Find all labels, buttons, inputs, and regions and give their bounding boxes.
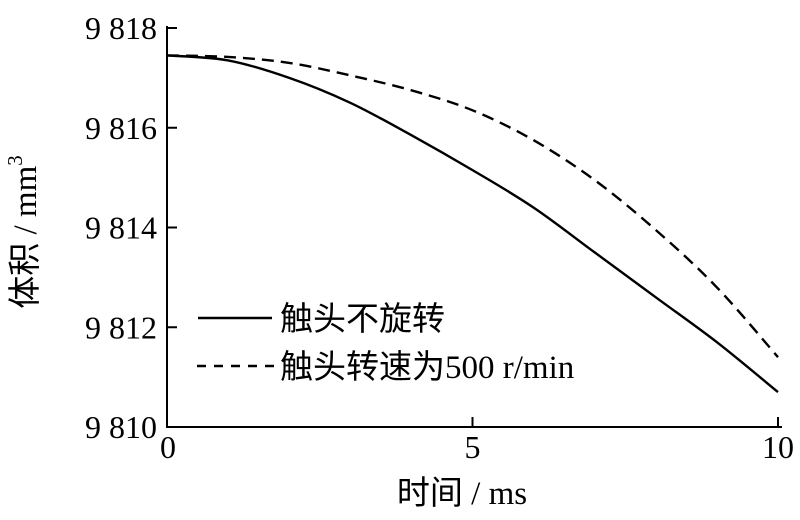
x-axis-label: 时间 / ms	[397, 476, 527, 512]
y-tick-label-9810: 9 810	[85, 409, 157, 445]
legend: 触头不旋转 触头转速为500 r/min	[197, 301, 574, 386]
y-tick-label-9812: 9 812	[85, 310, 157, 346]
y-tick-label-9814: 9 814	[85, 210, 157, 246]
x-tick-label-0: 0	[160, 429, 176, 465]
series-curve-solid	[166, 54, 779, 394]
series-curve-dashed	[166, 54, 779, 358]
y-axis-label: 体积 / mm3	[3, 155, 44, 309]
legend-label-solid: 触头不旋转	[280, 301, 445, 338]
x-tick-label-5: 5	[465, 429, 481, 465]
y-tick-label-9816: 9 816	[85, 110, 157, 146]
y-tick-label-9818: 9 818	[85, 10, 157, 46]
legend-label-dashed: 触头转速为500 r/min	[280, 349, 574, 386]
x-tick-label-10: 10	[762, 429, 794, 465]
tick-marks	[166, 27, 779, 428]
